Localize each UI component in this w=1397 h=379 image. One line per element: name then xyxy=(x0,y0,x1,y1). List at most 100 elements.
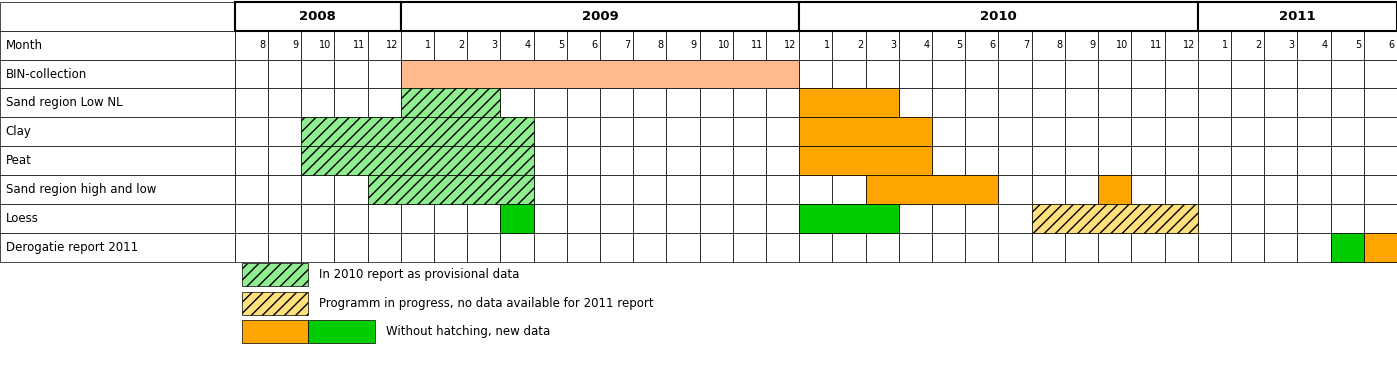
Bar xyxy=(1363,60,1397,88)
Bar xyxy=(932,204,965,233)
Text: 1: 1 xyxy=(425,40,432,50)
Bar xyxy=(434,175,467,204)
Bar xyxy=(534,175,567,204)
Text: 2: 2 xyxy=(856,40,863,50)
Bar xyxy=(799,204,898,233)
Bar xyxy=(235,88,268,117)
Bar xyxy=(235,233,268,262)
Bar xyxy=(534,233,567,262)
Bar xyxy=(1298,175,1330,204)
Bar xyxy=(666,60,700,88)
Text: 11: 11 xyxy=(1150,40,1162,50)
Text: 6: 6 xyxy=(1389,40,1394,50)
Bar xyxy=(898,204,932,233)
Bar xyxy=(633,31,666,60)
Bar xyxy=(1032,2,1065,31)
Bar xyxy=(766,204,799,233)
Bar xyxy=(367,60,401,88)
Bar xyxy=(567,146,599,175)
Bar xyxy=(334,88,367,117)
Bar xyxy=(733,60,766,88)
Bar xyxy=(367,175,534,204)
Bar xyxy=(309,320,374,343)
Bar xyxy=(434,146,467,175)
Bar xyxy=(1363,31,1397,60)
Text: 1: 1 xyxy=(1222,40,1228,50)
Bar xyxy=(235,60,268,88)
Bar xyxy=(500,88,534,117)
Bar xyxy=(898,2,932,31)
Text: 10: 10 xyxy=(718,40,731,50)
Bar xyxy=(965,233,999,262)
Bar xyxy=(833,175,866,204)
Bar xyxy=(1165,204,1197,233)
Bar xyxy=(567,2,599,31)
Text: Loess: Loess xyxy=(6,212,39,225)
Text: 2008: 2008 xyxy=(299,10,337,23)
Bar xyxy=(334,204,367,233)
Bar xyxy=(367,88,401,117)
Bar xyxy=(1197,88,1231,117)
Bar xyxy=(0,2,235,31)
Bar xyxy=(434,31,467,60)
Text: 5: 5 xyxy=(557,40,564,50)
Text: 8: 8 xyxy=(1056,40,1062,50)
Bar xyxy=(1065,204,1098,233)
Bar xyxy=(334,60,367,88)
Bar xyxy=(666,233,700,262)
Bar xyxy=(866,31,898,60)
Bar xyxy=(467,2,500,31)
Bar xyxy=(1298,233,1330,262)
Bar xyxy=(999,146,1032,175)
Bar xyxy=(235,146,268,175)
Bar xyxy=(534,88,567,117)
Bar xyxy=(1132,60,1165,88)
Bar xyxy=(500,204,534,233)
Bar xyxy=(799,31,833,60)
Bar xyxy=(567,233,599,262)
Bar xyxy=(334,175,367,204)
Bar xyxy=(666,88,700,117)
Bar xyxy=(666,117,700,146)
Bar xyxy=(467,146,500,175)
Text: 8: 8 xyxy=(258,40,265,50)
Bar xyxy=(1132,2,1165,31)
Bar xyxy=(1231,204,1264,233)
Bar xyxy=(1363,2,1397,31)
Bar xyxy=(599,2,633,31)
Bar xyxy=(1264,175,1298,204)
Bar xyxy=(401,146,434,175)
Bar xyxy=(0,175,235,204)
Bar xyxy=(599,31,633,60)
Bar xyxy=(302,60,334,88)
Bar xyxy=(1098,233,1132,262)
Bar xyxy=(401,175,434,204)
Bar xyxy=(932,146,965,175)
Bar xyxy=(242,263,309,286)
Bar xyxy=(302,233,334,262)
Bar xyxy=(1098,31,1132,60)
Bar xyxy=(235,204,268,233)
Bar xyxy=(833,2,866,31)
Bar xyxy=(1330,146,1363,175)
Text: Sand region Low NL: Sand region Low NL xyxy=(6,96,122,110)
Bar xyxy=(235,117,268,146)
Bar xyxy=(1098,117,1132,146)
Bar xyxy=(898,146,932,175)
Bar xyxy=(999,60,1032,88)
Text: 2: 2 xyxy=(458,40,464,50)
Bar xyxy=(866,175,898,204)
Bar xyxy=(633,117,666,146)
Bar xyxy=(500,175,534,204)
Bar xyxy=(1330,175,1363,204)
Bar xyxy=(1132,88,1165,117)
Bar xyxy=(799,117,833,146)
Bar xyxy=(1065,175,1098,204)
Bar xyxy=(0,31,235,60)
Bar xyxy=(1032,88,1065,117)
Bar xyxy=(932,2,965,31)
Bar xyxy=(1165,146,1197,175)
Bar xyxy=(500,204,534,233)
Bar xyxy=(1098,175,1132,204)
Bar xyxy=(302,117,334,146)
